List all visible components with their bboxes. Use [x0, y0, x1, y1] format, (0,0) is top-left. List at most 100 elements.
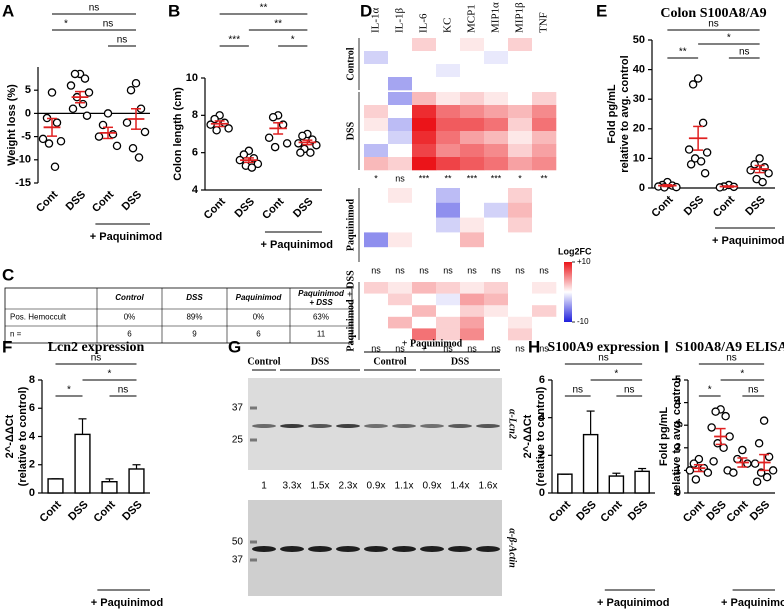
- heatmap-cell: [460, 247, 485, 263]
- x-tick-label: DSS: [682, 194, 706, 218]
- x-tick-label: Cont: [34, 188, 60, 214]
- y-tick-label: -10: [15, 154, 31, 166]
- y-tick-label: 4: [29, 430, 36, 442]
- data-point: [253, 159, 263, 169]
- heatmap-cell: [460, 217, 485, 233]
- table-header: Paquinimod: [236, 293, 283, 302]
- lane-group-label: Control: [247, 356, 280, 367]
- data-point: [131, 78, 141, 88]
- heatmap-cell: [532, 328, 557, 341]
- colorbar: [564, 262, 572, 322]
- data-point: [312, 140, 321, 150]
- data-point: [729, 468, 738, 477]
- heatmap-cell: [364, 232, 389, 248]
- heatmap-cell: [436, 328, 461, 341]
- heatmap-cell: [532, 118, 557, 132]
- bar: [582, 433, 599, 494]
- data-point: [743, 459, 752, 468]
- x-tick-label: Cont: [547, 498, 573, 524]
- heatmap-cell: [484, 118, 509, 132]
- data-point: [44, 139, 54, 148]
- y-tick-label: 0: [29, 487, 35, 499]
- heatmap-cell: [460, 92, 485, 106]
- comparison-label: ns: [103, 19, 114, 30]
- heatmap-cell: [388, 64, 413, 78]
- significance-label: *: [518, 173, 522, 183]
- y-tick-label: 50: [633, 34, 645, 46]
- y-tick-label: 30: [633, 93, 645, 105]
- heatmap-cell: [364, 328, 389, 341]
- y-tick-label: 0: [675, 487, 681, 499]
- x-tick-label: Cont: [260, 195, 286, 221]
- treatment-label: + Paquinimod: [402, 338, 463, 349]
- band: [476, 424, 500, 428]
- data-point: [686, 160, 696, 169]
- heatmap-cell: [436, 77, 461, 91]
- heatmap-cell: [412, 92, 437, 106]
- column-label: MIP1α: [490, 2, 502, 33]
- data-point: [752, 477, 762, 486]
- heatmap-cell: [484, 232, 509, 248]
- data-point: [66, 81, 76, 90]
- marker-label: 25: [232, 435, 244, 446]
- blot-image: [248, 378, 502, 470]
- significance-label: ns: [467, 265, 477, 275]
- significance-label: ***: [467, 173, 478, 183]
- band: [392, 546, 416, 552]
- data-point: [108, 130, 118, 139]
- y-tick-label: 6: [192, 147, 198, 159]
- data-point: [298, 131, 307, 141]
- bar: [608, 475, 625, 494]
- heatmap-cell: [508, 157, 533, 171]
- band: [336, 546, 360, 552]
- heatmap-cell: [388, 105, 413, 119]
- heatmap-cell: [460, 64, 485, 78]
- y-tick-label: -15: [15, 177, 31, 189]
- table-header: Paquinimod + DSS: [298, 289, 345, 307]
- heatmap-cell: [436, 202, 461, 218]
- significance-label: ns: [515, 343, 525, 353]
- heatmap-cell: [484, 316, 509, 329]
- y-tick-label: 2: [539, 449, 545, 461]
- heatmap-cell: [484, 328, 509, 341]
- heatmap-cell: [532, 64, 557, 78]
- heatmap-cell: [436, 38, 461, 52]
- table-cell: Pos. Hemoccult: [10, 313, 67, 322]
- x-tick-label: DSS: [64, 189, 88, 213]
- data-point: [128, 143, 138, 153]
- significance-label: **: [444, 173, 452, 183]
- comparison-label: **: [679, 47, 687, 58]
- significance-label: ns: [371, 343, 381, 353]
- panel-letter: C: [2, 265, 14, 284]
- marker-label: 37: [232, 403, 244, 414]
- fold-label: 1: [261, 481, 267, 492]
- significance-label: ns: [395, 343, 405, 353]
- heatmap-cell: [436, 92, 461, 106]
- ladder-band: [250, 406, 257, 410]
- heatmap-cell: [484, 105, 509, 119]
- antibody-label: α-Lcn2: [507, 409, 518, 439]
- significance-label: ns: [515, 265, 525, 275]
- heatmap-cell: [532, 293, 557, 306]
- heatmap-cell: [412, 202, 437, 218]
- heatmap-cell: [532, 247, 557, 263]
- y-axis-label: 2^-ΔΔCt: [4, 414, 16, 458]
- fold-label: 3.3x: [283, 481, 302, 492]
- band: [252, 424, 276, 428]
- heatmap-cell: [484, 64, 509, 78]
- y-tick-label: 4: [192, 184, 199, 196]
- table-header: DSS: [186, 293, 203, 302]
- group-label: Control: [345, 47, 356, 80]
- heatmap-cell: [460, 51, 485, 65]
- group-label: Paquinimod + DSS: [345, 270, 356, 352]
- significance-label: +: [421, 343, 426, 353]
- comparison-label: **: [260, 3, 268, 14]
- heatmap-cell: [388, 77, 413, 91]
- table-cell: 6: [256, 330, 261, 339]
- data-point: [206, 120, 215, 129]
- band: [448, 424, 472, 428]
- heatmap-cell: [460, 202, 485, 218]
- data-point: [103, 109, 113, 118]
- heatmap-cell: [508, 77, 533, 91]
- data-point: [56, 136, 66, 146]
